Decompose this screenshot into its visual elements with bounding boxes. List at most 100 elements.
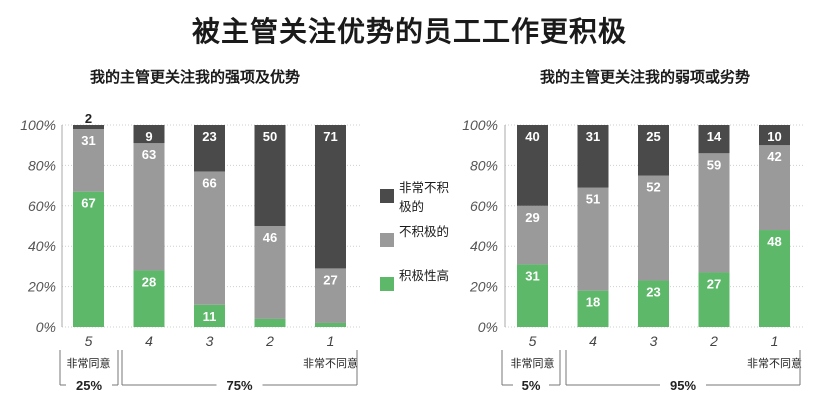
main-title: 被主管关注优势的员工工作更积极 bbox=[191, 15, 627, 48]
left-bar-segment bbox=[73, 191, 104, 327]
legend-item-unmotivated: 不积极的 bbox=[380, 222, 470, 266]
right-bar-segment bbox=[577, 125, 609, 188]
right-scale-left-label: 非常同意 bbox=[511, 356, 555, 370]
left-data-label: 63 bbox=[142, 147, 156, 162]
legend-label: 积极性高 bbox=[399, 268, 450, 283]
left-data-label: 71 bbox=[323, 129, 337, 144]
left-bar-segment bbox=[194, 304, 225, 327]
right-x-tick-label: 4 bbox=[589, 333, 597, 349]
right-data-label: 52 bbox=[646, 180, 660, 195]
right-x-tick-label: 2 bbox=[709, 333, 718, 349]
left-data-label: 50 bbox=[263, 129, 277, 144]
right-x-tick-label: 3 bbox=[650, 333, 658, 349]
left-ytick-label: 60% bbox=[28, 198, 56, 214]
left-chart-title: 我的主管更关注我的强项及优势 bbox=[89, 68, 300, 86]
legend-swatch-green bbox=[380, 277, 394, 291]
legend-label: 非常不积极的 bbox=[399, 180, 450, 214]
left-bar-segment bbox=[315, 322, 346, 327]
legend-swatch-dark bbox=[380, 189, 394, 203]
right-bar-segment bbox=[759, 145, 790, 231]
left-x-tick-label: 1 bbox=[327, 333, 335, 349]
right-group-agree-label: 5% bbox=[522, 378, 541, 393]
legend: 非常不积极的 不积极的 积极性高 bbox=[380, 178, 470, 310]
left-data-label: 27 bbox=[323, 272, 337, 287]
left-scale-left-label: 非常同意 bbox=[67, 356, 111, 370]
right-data-label: 31 bbox=[525, 268, 539, 283]
left-data-label: 11 bbox=[203, 309, 217, 324]
left-data-label: 66 bbox=[202, 175, 216, 190]
left-data-label: 67 bbox=[81, 196, 95, 211]
left-data-label: 9 bbox=[145, 129, 152, 144]
left-group-agree-label: 25% bbox=[76, 378, 102, 393]
left-data-label: 31 bbox=[81, 133, 95, 148]
right-bar-segment bbox=[698, 272, 730, 327]
right-data-label: 42 bbox=[767, 149, 781, 164]
right-data-label: 14 bbox=[707, 129, 722, 144]
left-bar-segment bbox=[133, 125, 165, 144]
left-bar-segment bbox=[194, 125, 225, 172]
right-bar-segment bbox=[698, 125, 730, 154]
left-x-tick-label: 2 bbox=[265, 333, 274, 349]
left-bar-segment bbox=[133, 143, 165, 271]
left-scale-right-label: 非常不同意 bbox=[303, 356, 358, 370]
right-bar-segment bbox=[638, 175, 669, 281]
left-x-tick-label: 3 bbox=[206, 333, 214, 349]
legend-item-very-unmotivated: 非常不积极的 bbox=[380, 178, 470, 222]
right-ytick-label: 100% bbox=[462, 117, 498, 133]
right-data-label: 23 bbox=[646, 285, 660, 300]
left-data-label: 46 bbox=[263, 230, 277, 245]
right-data-label: 29 bbox=[525, 210, 539, 225]
right-data-label: 25 bbox=[646, 129, 660, 144]
right-group-other-label: 95% bbox=[670, 378, 696, 393]
right-data-label: 31 bbox=[586, 129, 600, 144]
right-data-label: 48 bbox=[767, 234, 781, 249]
left-bar-segment bbox=[254, 318, 286, 327]
left-bar-segment bbox=[254, 125, 286, 226]
left-data-label: 28 bbox=[142, 274, 156, 289]
right-ytick-label: 20% bbox=[469, 279, 498, 295]
right-bar-segment bbox=[759, 230, 790, 327]
left-group-other-label: 75% bbox=[226, 378, 252, 393]
legend-swatch-mid bbox=[380, 233, 394, 247]
right-data-label: 51 bbox=[586, 192, 600, 207]
legend-item-highly-motivated: 积极性高 bbox=[380, 266, 470, 310]
right-bar-segment bbox=[577, 290, 609, 327]
right-bar-segment bbox=[698, 153, 730, 273]
right-ytick-label: 60% bbox=[470, 198, 498, 214]
right-ytick-label: 0% bbox=[478, 319, 498, 335]
left-ytick-label: 0% bbox=[36, 319, 56, 335]
right-data-label: 40 bbox=[525, 129, 539, 144]
left-bar-segment bbox=[73, 129, 104, 192]
left-bar-segment bbox=[315, 125, 346, 269]
right-bar-segment bbox=[517, 205, 548, 265]
right-bar-segment bbox=[517, 125, 548, 206]
right-data-label: 27 bbox=[707, 276, 721, 291]
right-data-label: 59 bbox=[707, 157, 721, 172]
left-bar-segment bbox=[254, 226, 286, 319]
left-bar-segment bbox=[133, 270, 165, 327]
right-bar-segment bbox=[577, 187, 609, 291]
legend-label: 不积极的 bbox=[399, 224, 450, 239]
right-ytick-label: 40% bbox=[470, 238, 498, 254]
right-chart-title: 我的主管更关注我的弱项或劣势 bbox=[539, 68, 750, 86]
right-bar-segment bbox=[517, 264, 548, 327]
right-data-label: 10 bbox=[767, 129, 781, 144]
right-ytick-label: 80% bbox=[470, 157, 498, 173]
right-x-tick-label: 5 bbox=[529, 333, 537, 349]
left-data-label: 2 bbox=[85, 111, 92, 126]
left-bar-segment bbox=[315, 268, 346, 323]
right-scale-right-label: 非常不同意 bbox=[747, 356, 802, 370]
right-x-tick-label: 1 bbox=[771, 333, 779, 349]
left-x-tick-label: 4 bbox=[145, 333, 153, 349]
left-ytick-label: 40% bbox=[28, 238, 56, 254]
left-ytick-label: 20% bbox=[27, 279, 56, 295]
left-x-tick-label: 5 bbox=[85, 333, 93, 349]
left-bar-segment bbox=[194, 171, 225, 305]
right-data-label: 18 bbox=[586, 295, 600, 310]
left-data-label: 23 bbox=[202, 129, 216, 144]
right-bar-segment bbox=[638, 280, 669, 327]
left-bar-segment bbox=[73, 125, 104, 130]
left-ytick-label: 100% bbox=[20, 117, 56, 133]
left-ytick-label: 80% bbox=[28, 157, 56, 173]
